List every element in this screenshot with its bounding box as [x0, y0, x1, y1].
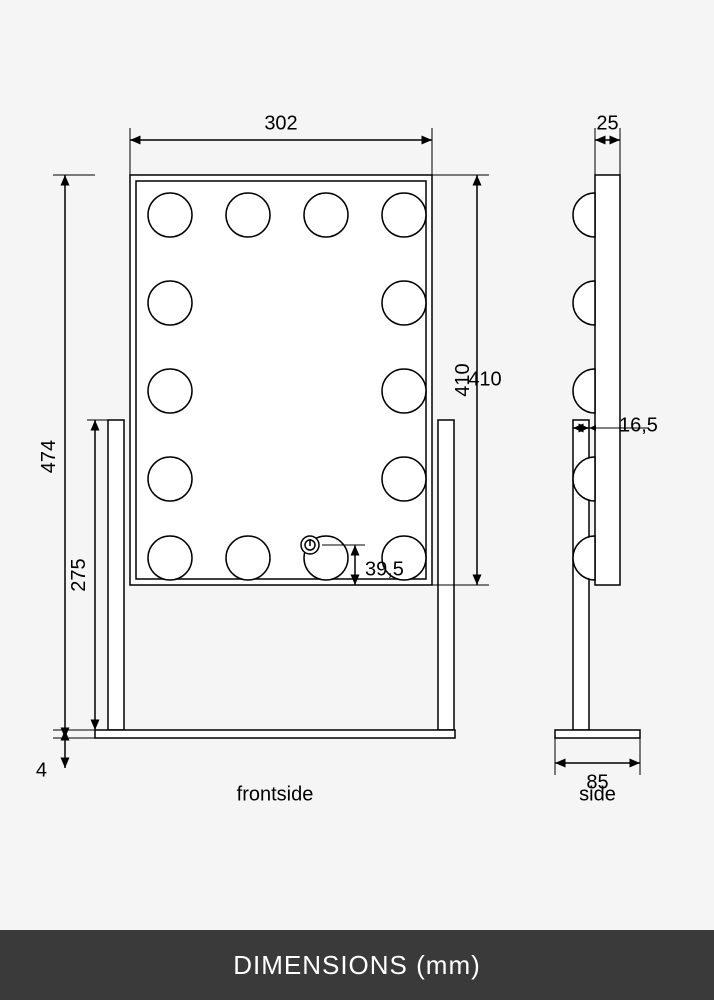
- svg-text:410: 410: [452, 363, 474, 396]
- svg-text:302: 302: [264, 112, 297, 134]
- diagram-container: 302410410474275439,5frontside2516,585sid…: [0, 0, 714, 1000]
- svg-text:16,5: 16,5: [619, 414, 658, 436]
- svg-text:frontside: frontside: [237, 783, 314, 805]
- title-text: DIMENSIONS (mm): [233, 950, 481, 981]
- svg-text:25: 25: [596, 112, 618, 134]
- technical-drawing: 302410410474275439,5frontside2516,585sid…: [0, 0, 714, 930]
- svg-text:4: 4: [36, 759, 47, 781]
- svg-text:474: 474: [38, 440, 60, 473]
- svg-text:side: side: [579, 783, 616, 805]
- svg-text:39,5: 39,5: [365, 558, 404, 580]
- footer-bar: DIMENSIONS (mm): [0, 930, 714, 1000]
- svg-text:275: 275: [68, 558, 90, 591]
